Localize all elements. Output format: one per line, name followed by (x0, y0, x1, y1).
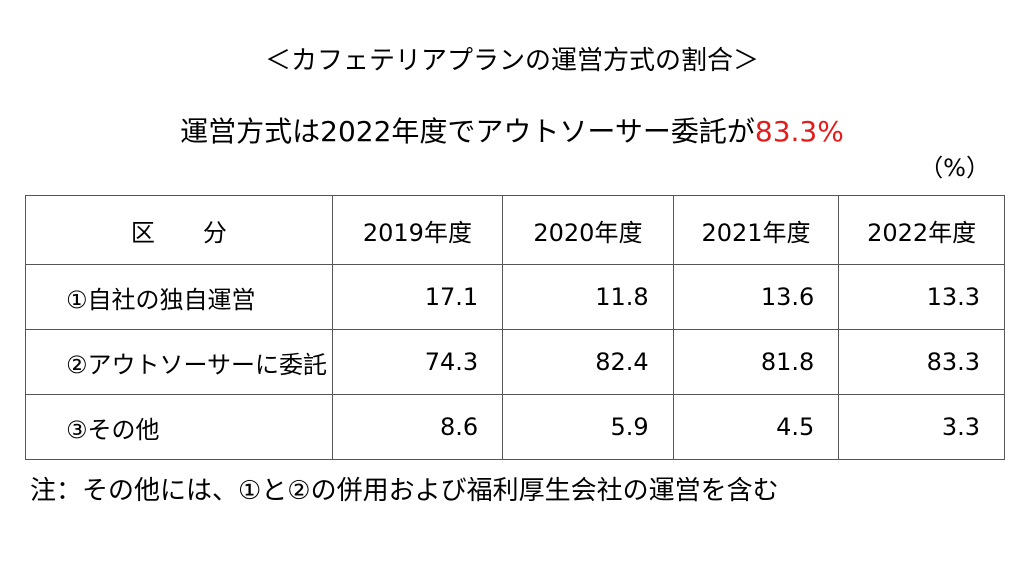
header-row: 区 分 2019年度 2020年度 2021年度 2022年度 (25, 195, 1005, 265)
value-cell: 8.6 (331, 394, 504, 460)
header-cell: 区 分 (25, 195, 333, 265)
subtitle-text: 運営方式は2022年度でアウトソーサー委託が (180, 115, 755, 148)
row-label: ②アウトソーサーに委託 (25, 329, 333, 395)
value-cell: 4.5 (672, 394, 840, 460)
table-body: ①自社の独自運営 17.1 11.8 13.6 13.3 ②アウトソーサーに委託 74.3 8… (25, 264, 1005, 460)
value-cell: 81.8 (672, 329, 840, 395)
table-row: ③その他 8.6 5.9 4.5 3.3 (25, 394, 1005, 460)
header-cell: 2021年度 (672, 195, 840, 265)
value-cell: 11.8 (502, 264, 674, 330)
title: ＜カフェテリアプランの運営方式の割合＞ (264, 46, 759, 76)
value-cell: 3.3 (838, 394, 1005, 460)
value-cell: 83.3 (838, 329, 1005, 395)
unit: （%） (919, 154, 990, 182)
header-cell: 2020年度 (502, 195, 674, 265)
note: 注：その他には、①と②の併用および福利厚生会社の運営を含む (30, 476, 779, 506)
header-cell: 2022年度 (838, 195, 1005, 265)
value-cell: 13.6 (672, 264, 840, 330)
table: 区 分 2019年度 2020年度 2021年度 2022年度 ①自社の独自運営… (25, 195, 1005, 460)
value-cell: 17.1 (331, 264, 504, 330)
row-label: ③その他 (25, 394, 333, 460)
value-cell: 82.4 (502, 329, 674, 395)
header-cell: 2019年度 (331, 195, 504, 265)
value-cell: 13.3 (838, 264, 1005, 330)
value-cell: 74.3 (331, 329, 504, 395)
table-row: ②アウトソーサーに委託 74.3 82.4 81.8 83.3 (25, 329, 1005, 395)
subtitle-highlight: 83.3% (754, 115, 844, 148)
table-row: ①自社の独自運営 17.1 11.8 13.6 13.3 (25, 264, 1005, 330)
row-label: ①自社の独自運営 (25, 264, 333, 330)
value-cell: 5.9 (502, 394, 674, 460)
subtitle: 運営方式は2022年度でアウトソーサー委託が83.3% (0, 110, 1024, 150)
